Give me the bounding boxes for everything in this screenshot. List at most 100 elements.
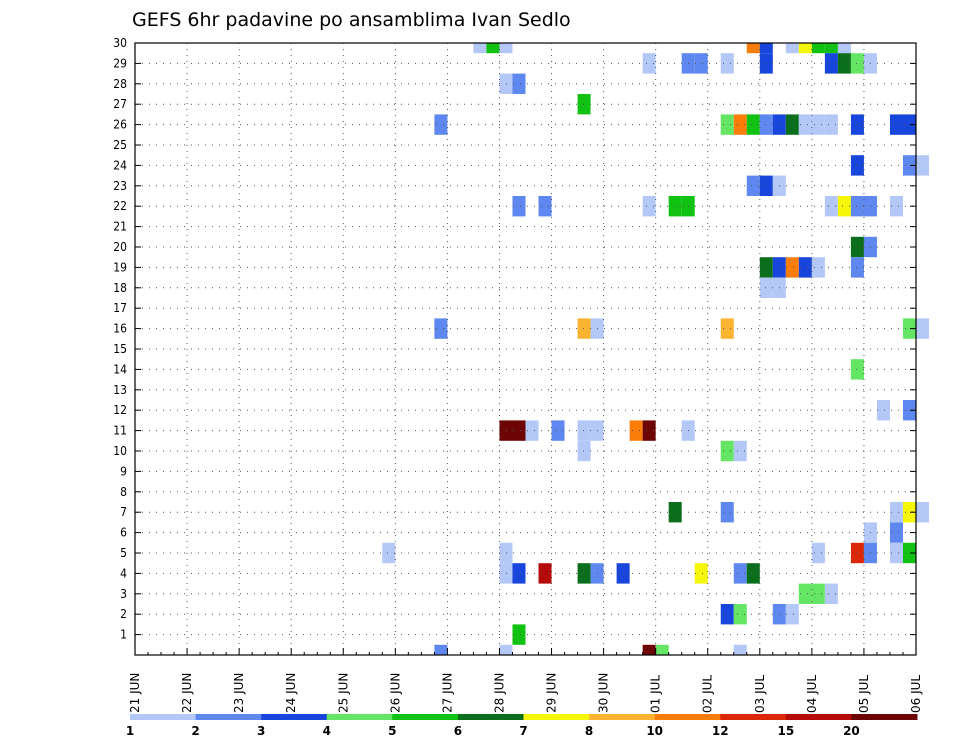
x-tick-label: 21 JUN — [128, 673, 142, 713]
y-axis: 1234567891011121314151617181920212223242… — [113, 36, 916, 642]
colorbar-tick-label: 6 — [454, 724, 462, 738]
y-tick-label: 5 — [120, 546, 127, 560]
colorbar-tick-label: 10 — [646, 724, 663, 738]
ensemble-cell — [434, 644, 448, 655]
ensemble-cell — [746, 43, 760, 54]
colorbar-swatch — [589, 714, 656, 720]
ensemble-cell — [512, 196, 526, 217]
y-tick-label: 12 — [113, 403, 127, 417]
ensemble-cell — [720, 502, 734, 523]
ensemble-cell — [473, 43, 487, 54]
ensemble-cell — [499, 73, 513, 94]
ensemble-cell — [733, 604, 747, 625]
x-tick-label: 26 JUN — [388, 673, 402, 713]
ensemble-cell — [876, 400, 890, 421]
ensemble-cell — [759, 53, 773, 74]
ensemble-cell — [694, 563, 708, 584]
ensemble-cell — [824, 43, 838, 54]
x-tick-label: 22 JUN — [180, 673, 194, 713]
y-tick-label: 22 — [113, 199, 127, 213]
colorbar-tick-label: 2 — [191, 724, 199, 738]
ensemble-cell — [538, 563, 552, 584]
colorbar-tick-label: 8 — [585, 724, 593, 738]
ensemble-cell — [850, 53, 864, 74]
ensemble-cell — [499, 644, 513, 655]
y-tick-label: 10 — [113, 444, 127, 458]
ensemble-cell — [811, 43, 825, 54]
y-tick-label: 8 — [120, 485, 127, 499]
ensemble-cell — [785, 604, 799, 625]
ensemble-cell — [655, 644, 669, 655]
y-tick-label: 20 — [113, 240, 127, 254]
colorbar-tick-label: 4 — [323, 724, 331, 738]
y-tick-label: 25 — [113, 138, 127, 152]
x-tick-label: 04 JUL — [805, 675, 819, 713]
ensemble-cell — [382, 542, 396, 564]
ensemble-cell — [759, 175, 773, 196]
ensemble-cell — [434, 114, 448, 135]
ensemble-cell — [642, 420, 656, 441]
ensemble-cell — [694, 53, 708, 74]
ensemble-cell — [902, 155, 916, 176]
x-tick-label: 02 JUL — [701, 675, 715, 713]
ensemble-cell — [785, 114, 799, 135]
ensemble-cell — [642, 53, 656, 74]
colorbar-tick-label: 5 — [388, 724, 396, 738]
y-tick-label: 14 — [113, 362, 127, 376]
ensemble-cell — [850, 257, 864, 278]
y-tick-label: 9 — [120, 464, 127, 478]
ensemble-cell — [733, 114, 747, 135]
y-tick-label: 13 — [113, 383, 127, 397]
ensemble-cell — [850, 359, 864, 380]
y-tick-label: 26 — [113, 118, 127, 132]
y-tick-label: 30 — [113, 36, 127, 50]
ensemble-cell — [499, 563, 513, 584]
ensemble-cell — [759, 257, 773, 278]
colorbar-swatch — [457, 714, 524, 720]
x-tick-label: 30 JUN — [597, 673, 611, 713]
y-tick-label: 6 — [120, 526, 127, 540]
colorbar-tick-label: 15 — [777, 724, 794, 738]
ensemble-cell — [889, 542, 903, 564]
ensemble-cell — [824, 196, 838, 217]
ensemble-cell — [811, 114, 825, 135]
y-tick-label: 29 — [113, 56, 127, 70]
ensemble-cell — [837, 53, 851, 74]
y-tick-label: 16 — [113, 322, 127, 336]
ensemble-cell — [902, 502, 916, 523]
ensemble-cell — [486, 43, 500, 54]
ensemble-cell — [916, 502, 930, 523]
colorbar-swatch — [261, 714, 328, 720]
y-tick-label: 23 — [113, 179, 127, 193]
ensemble-cell — [733, 644, 747, 655]
colorbar-swatch — [720, 714, 787, 720]
ensemble-cell — [850, 196, 864, 217]
ensemble-cell — [577, 420, 591, 441]
ensemble-cell — [785, 257, 799, 278]
ensemble-cell — [499, 420, 513, 441]
y-tick-label: 28 — [113, 77, 127, 91]
colorbar-swatch — [785, 714, 852, 720]
ensemble-cell — [629, 420, 643, 441]
colorbar-swatch — [523, 714, 590, 720]
ensemble-cell — [889, 522, 903, 543]
x-tick-label: 01 JUL — [649, 675, 663, 713]
x-tick-label: 29 JUN — [545, 673, 559, 713]
ensemble-cell — [720, 114, 734, 135]
ensemble-cell — [798, 583, 812, 604]
x-tick-label: 24 JUN — [284, 673, 298, 713]
ensemble-cell — [512, 420, 526, 441]
x-axis: 21 JUN 22 JUN 23 JUN 24 JUN 25 JUN 26 JUN 27 J… — [128, 648, 923, 713]
ensemble-cell — [798, 114, 812, 135]
ensemble-cell — [434, 318, 448, 339]
ensemble-cell — [850, 155, 864, 176]
ensemble-cell — [538, 196, 552, 217]
ensemble-cell — [850, 114, 864, 135]
ensemble-cell — [746, 175, 760, 196]
x-tick-label: 23 JUN — [232, 673, 246, 713]
ensemble-cell — [499, 542, 513, 564]
y-tick-label: 11 — [113, 424, 127, 438]
ensemble-cell — [512, 563, 526, 584]
y-tick-label: 1 — [120, 628, 127, 642]
y-tick-label: 27 — [113, 97, 127, 111]
